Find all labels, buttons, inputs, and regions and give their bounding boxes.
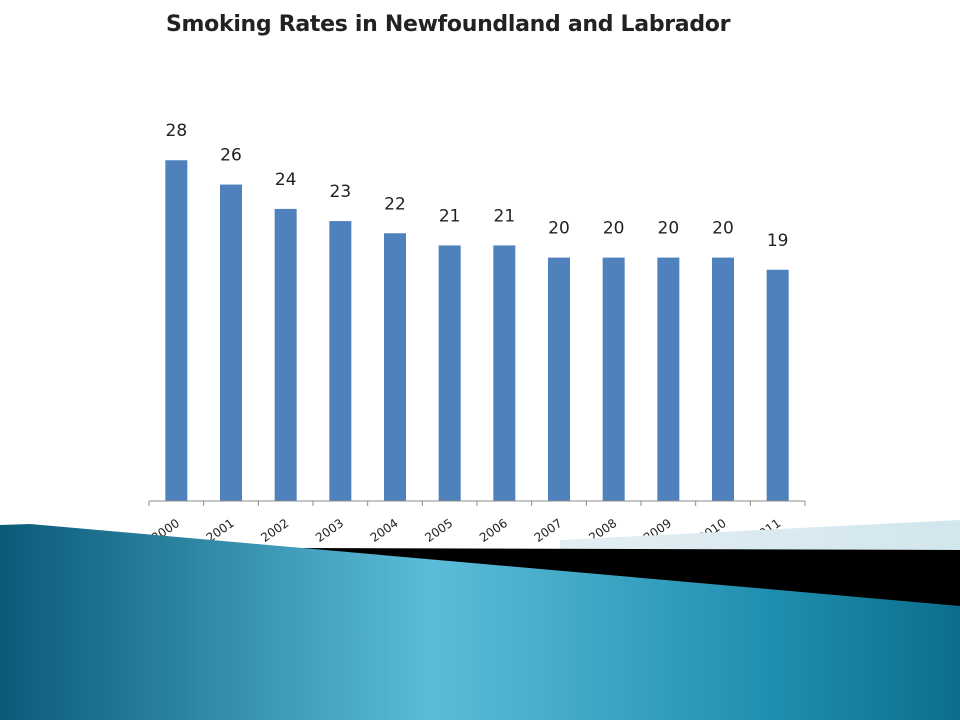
data-label-2006: 21 xyxy=(494,206,516,226)
data-label-2007: 20 xyxy=(548,219,570,239)
data-label-2002: 24 xyxy=(275,170,297,190)
bar-2004 xyxy=(384,233,406,501)
chart-title: Smoking Rates in Newfoundland and Labrad… xyxy=(166,12,731,37)
data-label-2009: 20 xyxy=(658,219,680,239)
data-label-2000: 28 xyxy=(166,121,188,141)
data-label-2001: 26 xyxy=(220,146,242,166)
bar-2009 xyxy=(657,257,680,501)
data-label-2005: 21 xyxy=(439,206,461,226)
x-axis xyxy=(148,500,806,506)
data-label-2010: 20 xyxy=(712,219,734,239)
data-labels-layer: 28 26 24 23 22 21 21 20 20 20 20 19 xyxy=(166,121,789,251)
teal-swoosh xyxy=(0,524,960,720)
bars-layer xyxy=(165,160,789,502)
bar-2001 xyxy=(220,184,242,501)
data-label-2003: 23 xyxy=(330,182,352,202)
bar-2003 xyxy=(329,221,352,501)
data-label-2011: 19 xyxy=(767,231,789,251)
bar-2007 xyxy=(548,257,570,501)
bar-2005 xyxy=(438,245,461,501)
bar-2006 xyxy=(493,245,516,501)
bar-2008 xyxy=(602,257,625,501)
bar-2011 xyxy=(766,269,789,501)
data-label-2004: 22 xyxy=(384,194,406,214)
bar-2000 xyxy=(165,160,188,502)
bar-2010 xyxy=(712,257,734,501)
pale-band xyxy=(560,520,960,552)
bar-2002 xyxy=(274,208,297,502)
data-label-2008: 20 xyxy=(603,219,625,239)
